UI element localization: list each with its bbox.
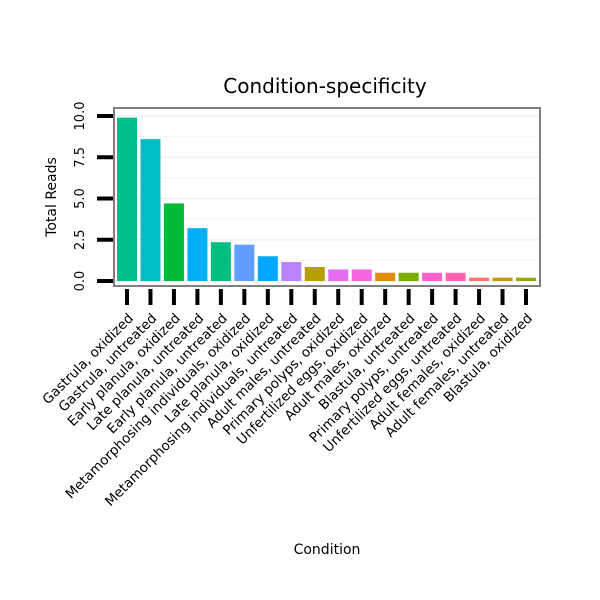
bar — [492, 277, 513, 281]
bar — [210, 242, 231, 281]
bar — [117, 117, 137, 282]
y-tick-label: 10.0 — [73, 102, 88, 131]
bars — [117, 117, 536, 282]
bar — [328, 269, 349, 281]
bar — [163, 203, 184, 281]
bar — [187, 228, 208, 281]
bar — [140, 139, 161, 281]
bar — [445, 272, 466, 281]
y-tick-label: 2.5 — [73, 229, 88, 250]
plot-panel-border — [113, 107, 541, 287]
bar — [469, 277, 490, 281]
bar — [516, 277, 536, 281]
y-axis-title: Total Reads — [44, 157, 60, 238]
y-tick-label: 7.5 — [73, 147, 88, 168]
y-tick-label: 0.0 — [73, 271, 88, 292]
bar — [422, 272, 443, 281]
bar — [398, 272, 419, 281]
bar — [281, 262, 302, 281]
bar — [375, 272, 396, 281]
x-axis-title: Condition — [294, 542, 361, 558]
bar — [234, 244, 255, 281]
y-axis: 0.0 2.5 5.0 7.5 10.0 — [73, 102, 113, 292]
chart-title: Condition-specificity — [223, 74, 427, 98]
bar — [257, 256, 278, 281]
bar — [351, 269, 372, 281]
y-tick-label: 5.0 — [73, 188, 88, 209]
bar — [304, 266, 325, 281]
grid — [115, 115, 539, 282]
